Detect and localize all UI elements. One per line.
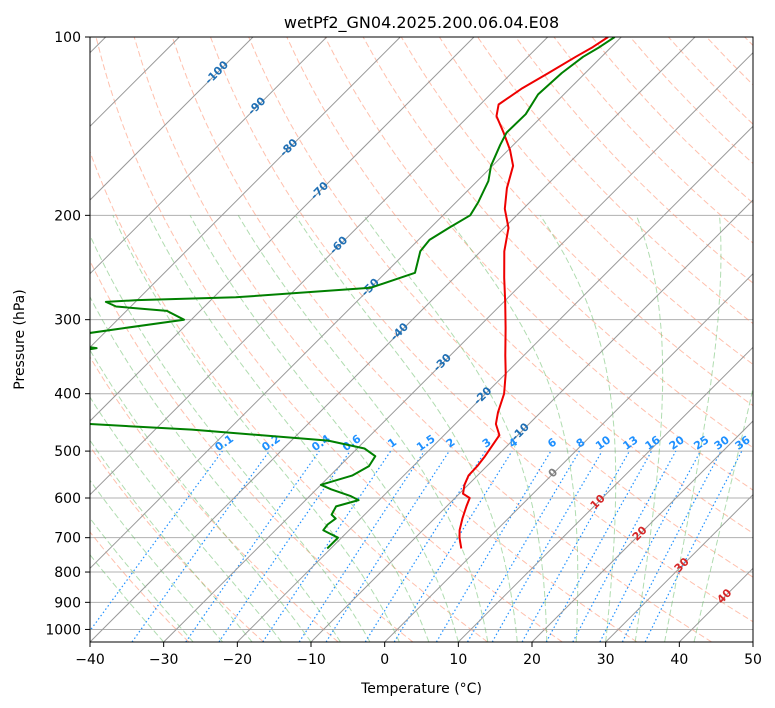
- x-tick-label: −40: [75, 652, 105, 668]
- x-tick-label: 40: [670, 652, 688, 668]
- y-tick-label: 100: [54, 30, 81, 46]
- x-tick-label: −20: [223, 652, 253, 668]
- y-tick-label: 200: [54, 208, 81, 224]
- y-tick-label: 900: [54, 595, 81, 611]
- x-tick-label: −30: [149, 652, 179, 668]
- y-tick-label: 300: [54, 313, 81, 329]
- y-tick-label: 600: [54, 491, 81, 507]
- y-axis-title: Pressure (hPa): [12, 289, 28, 389]
- x-tick-label: 10: [449, 652, 467, 668]
- x-tick-label: −10: [296, 652, 326, 668]
- plot-area: [90, 37, 753, 642]
- x-tick-label: 0: [380, 652, 389, 668]
- y-tick-label: 400: [54, 387, 81, 403]
- x-axis-title: Temperature (°C): [360, 681, 482, 697]
- chart-title: wetPf2_GN04.2025.200.06.04.E08: [284, 13, 559, 33]
- x-tick-label: 20: [523, 652, 541, 668]
- y-tick-label: 500: [54, 444, 81, 460]
- x-tick-label: 30: [597, 652, 615, 668]
- y-tick-label: 1000: [45, 622, 81, 638]
- x-tick-label: 50: [744, 652, 762, 668]
- y-tick-label: 800: [54, 565, 81, 581]
- y-tick-label: 700: [54, 531, 81, 547]
